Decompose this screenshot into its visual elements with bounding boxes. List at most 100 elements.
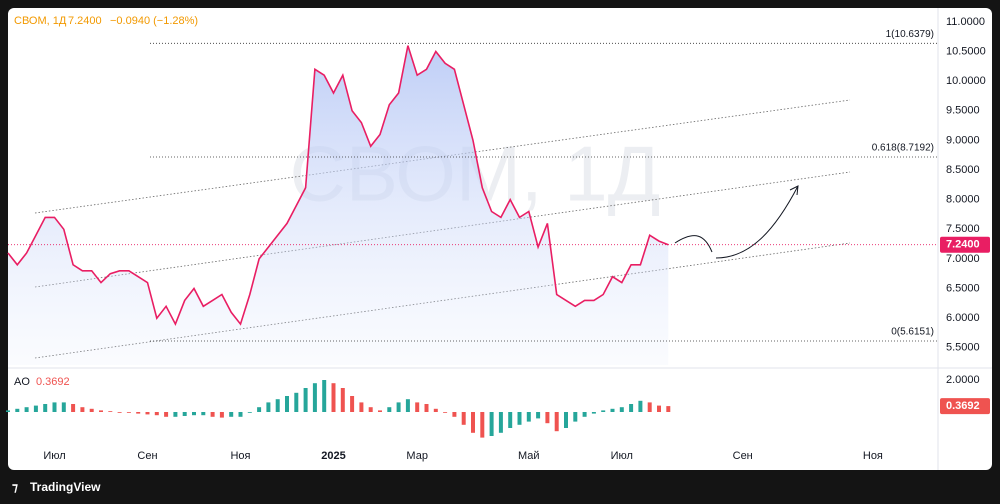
- y-tick-label: 8.5000: [946, 164, 980, 176]
- y-tick-label: 6.5000: [946, 282, 980, 294]
- ao-bar: [15, 408, 20, 412]
- ao-bar: [443, 412, 448, 413]
- ao-bar: [526, 412, 531, 422]
- ao-bar: [117, 412, 122, 413]
- x-tick-label: 2025: [321, 450, 345, 462]
- ao-bar: [210, 412, 215, 417]
- ao-bar: [247, 412, 252, 413]
- ao-bar: [182, 412, 187, 416]
- ao-bar: [33, 405, 38, 412]
- y-tick-label: 2.0000: [946, 374, 980, 386]
- ao-bar: [312, 383, 317, 412]
- y-tick-label: 10.5000: [946, 45, 986, 57]
- ao-bar: [257, 407, 262, 412]
- price-line: [7, 45, 669, 327]
- y-tick-label: 9.0000: [946, 134, 980, 146]
- x-tick-label: Июл: [43, 450, 65, 462]
- ao-bar: [387, 407, 392, 412]
- ao-name: AO: [14, 376, 30, 388]
- ao-bar: [517, 412, 522, 425]
- ao-bar: [219, 412, 224, 418]
- y-tick-label: 10.0000: [946, 75, 986, 87]
- ao-bar: [24, 407, 29, 412]
- x-tick-label: Май: [518, 450, 540, 462]
- fib-label: 0(5.6151): [891, 327, 934, 338]
- ao-badge: [940, 398, 990, 415]
- ao-bar: [89, 408, 94, 412]
- ao-bar: [582, 412, 587, 417]
- ao-bar: [498, 412, 503, 433]
- ao-bar: [591, 412, 596, 414]
- ao-bar: [545, 412, 550, 424]
- ao-bar: [415, 402, 420, 412]
- ao-bar: [368, 407, 373, 412]
- ao-bar: [154, 412, 159, 416]
- y-tick-label: 6.0000: [946, 312, 980, 324]
- ao-bar: [629, 404, 634, 412]
- ao-bar: [359, 402, 364, 412]
- ao-bar: [350, 396, 355, 412]
- x-tick-label: Июл: [611, 450, 633, 462]
- ao-bar: [340, 388, 345, 412]
- ao-bar: [508, 412, 513, 428]
- y-tick-label: 8.0000: [946, 194, 980, 206]
- projection-arrow: [715, 185, 799, 259]
- ao-bar: [173, 412, 178, 417]
- ao-bar: [108, 411, 113, 412]
- ao-bar: [192, 412, 196, 416]
- ao-bar: [294, 392, 299, 412]
- symbol: СВОМ, 1Д: [14, 15, 67, 27]
- logo: ⁊: [12, 480, 18, 494]
- last-price-badge: [940, 236, 990, 253]
- ao-bar: [554, 412, 559, 432]
- last-price-label: 7.2400: [946, 239, 980, 251]
- ao-bar: [619, 407, 624, 412]
- ao-bar: [52, 402, 57, 412]
- ao-bar: [201, 412, 206, 416]
- ao-bar: [405, 399, 410, 412]
- ao-bar: [322, 380, 327, 412]
- ao-bar: [647, 402, 652, 412]
- ao-bar: [164, 412, 169, 417]
- ao-bar: [126, 412, 131, 413]
- x-tick-label: Мар: [406, 450, 428, 462]
- ao-bar: [71, 404, 76, 412]
- ao-bar: [238, 412, 243, 417]
- ao-bar: [424, 404, 429, 412]
- ao-value: 0.3692: [36, 376, 70, 388]
- ao-bar: [99, 410, 103, 412]
- ao-bar: [461, 412, 466, 425]
- x-tick-label: Ноя: [863, 450, 883, 462]
- ao-bar: [657, 405, 661, 412]
- ao-bar: [378, 410, 382, 412]
- ao-bar: [638, 400, 643, 412]
- ao-bar: [303, 388, 308, 412]
- ao-bar: [331, 383, 336, 412]
- fib-label: 1(10.6379): [886, 29, 934, 40]
- price-area: [8, 45, 669, 365]
- projection-arrow: [674, 235, 713, 253]
- last-price: 7.2400: [68, 15, 102, 27]
- y-tick-label: 5.5000: [946, 342, 980, 354]
- ao-bar: [80, 407, 85, 412]
- ao-bar: [136, 412, 141, 414]
- ao-bar: [480, 412, 485, 438]
- y-tick-label: 11.0000: [946, 16, 985, 28]
- x-tick-label: Ноя: [230, 450, 250, 462]
- ao-bar: [666, 406, 671, 412]
- ao-bar: [564, 412, 568, 428]
- y-tick-label: 9.5000: [946, 105, 980, 117]
- y-tick-label: 7.5000: [946, 223, 980, 235]
- fib-label: 0.618(8.7192): [872, 143, 934, 154]
- ao-bar: [229, 412, 234, 417]
- ao-badge-label: 0.3692: [946, 400, 980, 412]
- change: −0.0940 (−1.28%): [110, 15, 198, 27]
- ao-bar: [285, 396, 289, 412]
- ao-bar: [145, 412, 150, 415]
- y-tick-label: 7.0000: [946, 253, 980, 265]
- ao-bar: [536, 412, 541, 419]
- ao-bar: [452, 412, 457, 417]
- ao-bar: [266, 402, 271, 412]
